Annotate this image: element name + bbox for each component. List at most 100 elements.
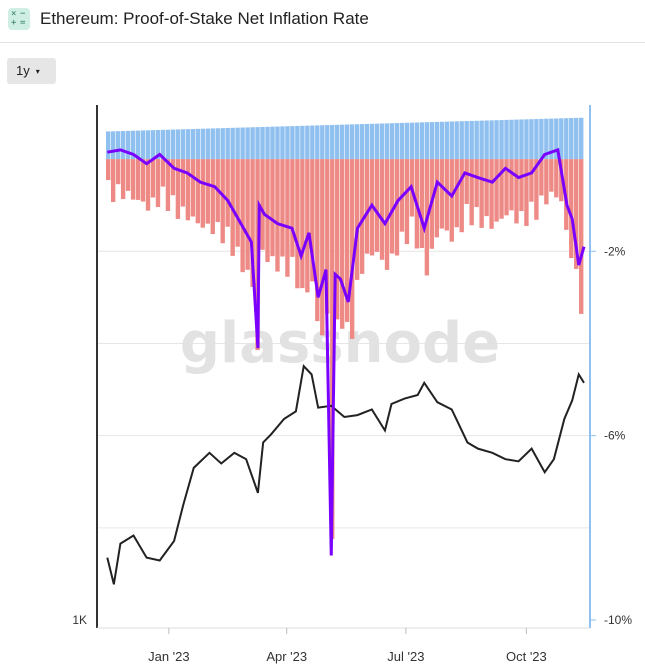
burn-bar [225,159,230,227]
issuance-bar [389,123,395,160]
issuance-bar [285,126,290,160]
issuance-bar [160,129,166,160]
burn-bar [569,159,574,258]
burn-bar [549,159,554,192]
issuance-bar [245,127,250,160]
burn-bar [145,159,151,211]
issuance-bar [175,129,181,160]
burn-bar [260,159,265,250]
issuance-bar [130,130,136,160]
issuance-bar [464,121,469,160]
burn-bar [459,159,464,233]
issuance-bar [359,124,365,160]
issuance-bar [454,121,459,160]
issuance-bar [474,120,479,160]
burn-bar [494,159,499,222]
y-left-tick-label: 1K [72,613,87,627]
burn-bar [330,159,335,539]
burn-bar [130,159,136,200]
time-range-button[interactable]: 1y ▾ [7,58,56,84]
issuance-bar [275,126,280,160]
burn-bar [359,159,365,274]
burn-bar [285,159,290,277]
burn-bar [165,159,171,211]
issuance-bar [494,120,499,160]
burn-bar [150,159,156,198]
price-line [106,364,585,585]
issuance-bar [419,122,425,160]
burn-bar [170,159,176,196]
issuance-bar [504,119,509,160]
burn-bar [559,159,564,202]
issuance-bar [384,123,390,160]
burn-bar [379,159,385,260]
issuance-bar [300,125,305,160]
burn-bar [200,159,205,228]
issuance-bar [529,119,534,160]
burn-bar [489,159,494,229]
issuance-bar [145,130,151,160]
burn-bar [180,159,186,207]
issuance-bar [439,121,444,160]
burn-bar [434,159,440,238]
burn-bar [335,159,340,320]
chevron-down-icon: ▾ [35,67,40,76]
burn-bar [325,159,330,314]
issuance-bar [354,124,360,160]
issuance-bar [305,125,310,160]
issuance-bar [554,118,559,160]
burn-bar [374,159,380,252]
issuance-bar [345,124,350,160]
inflation-line [107,147,586,556]
burn-bar [195,159,201,224]
issuance-bar [379,123,385,160]
burn-bar [300,159,305,289]
issuance-bar [544,118,549,160]
burn-bar [315,159,320,322]
burn-bar [140,159,146,202]
burn-bar [574,159,579,269]
burn-bar [529,159,534,202]
burn-bar [509,159,514,211]
x-tick-label: Apr '23 [266,649,307,664]
burn-bar [534,159,539,220]
burn-bar [449,159,454,242]
issuance-bar [364,123,370,160]
issuance-bar [106,131,111,160]
issuance-bar [429,122,435,160]
burn-bar [320,159,325,336]
burn-bar [364,159,370,254]
burn-bar [106,159,111,181]
issuance-bar [140,130,146,160]
burn-bar [235,159,240,247]
time-range-label: 1y [16,63,30,78]
issuance-bar [190,128,196,160]
burn-bar [210,159,215,235]
burn-bar [544,159,549,205]
issuance-bar [489,120,494,160]
chart-header: × − + = Ethereum: Proof-of-Stake Net Inf… [0,0,645,43]
issuance-bar [424,122,430,160]
issuance-bar [349,124,355,160]
issuance-bar [115,131,121,160]
y-right-tick-label: -6% [604,429,626,443]
issuance-bar [509,119,514,160]
issuance-bar [135,130,141,160]
burn-bar [504,159,509,216]
issuance-bar [564,118,569,160]
burn-bar [474,159,479,208]
issuance-bar [290,126,295,160]
burn-bar [464,159,469,204]
issuance-bar [574,117,579,160]
bar-group [106,117,584,539]
issuance-bar [514,119,519,160]
burn-bar [160,159,166,187]
burn-bar [439,159,444,229]
burn-bar [205,159,210,224]
burn-bar [220,159,225,244]
issuance-bar [295,125,300,160]
issuance-bar [240,127,245,160]
issuance-bar [469,120,474,160]
burn-bar [275,159,280,272]
burn-bar [454,159,459,228]
